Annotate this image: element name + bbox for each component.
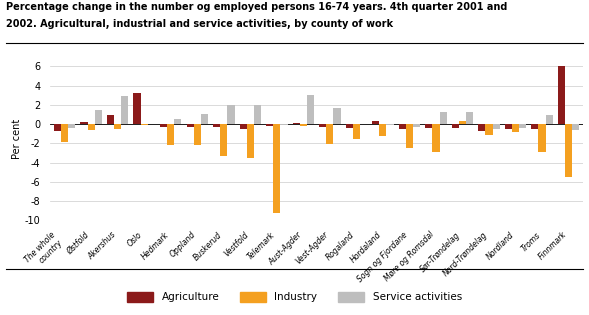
Bar (492, 124, 499, 129)
Bar (293, 123, 300, 124)
Bar (160, 124, 167, 127)
Bar (478, 124, 485, 131)
Bar (88, 124, 95, 130)
Bar (300, 124, 307, 126)
Bar (459, 121, 466, 124)
Bar (307, 95, 314, 124)
Bar (61, 124, 68, 142)
Bar (266, 124, 273, 126)
Bar (213, 124, 220, 127)
Bar (485, 124, 492, 135)
Bar (519, 124, 526, 128)
Text: Percentage change in the number og employed persons 16-74 years. 4th quarter 200: Percentage change in the number og emplo… (6, 2, 507, 12)
Bar (452, 124, 459, 128)
Bar (247, 124, 254, 158)
Bar (121, 96, 128, 124)
Bar (95, 110, 102, 124)
Bar (558, 66, 565, 124)
Bar (425, 124, 432, 128)
Bar (114, 124, 121, 129)
Bar (174, 119, 181, 124)
Bar (512, 124, 519, 132)
Bar (346, 124, 353, 128)
Legend: Agriculture, Industry, Service activities: Agriculture, Industry, Service activitie… (123, 288, 466, 306)
Bar (565, 124, 572, 177)
Bar (240, 124, 247, 129)
Bar (68, 124, 75, 128)
Bar (107, 115, 114, 124)
Bar (141, 124, 148, 125)
Bar (439, 112, 446, 124)
Bar (505, 124, 512, 129)
Bar (194, 124, 201, 145)
Bar (167, 124, 174, 145)
Bar (319, 124, 326, 127)
Bar (326, 124, 333, 144)
Bar (280, 124, 287, 125)
Bar (379, 124, 386, 136)
Bar (386, 124, 393, 125)
Bar (187, 124, 194, 127)
Text: 2002. Agricultural, industrial and service activities, by county of work: 2002. Agricultural, industrial and servi… (6, 19, 393, 29)
Bar (432, 124, 439, 152)
Bar (333, 108, 340, 124)
Bar (201, 113, 208, 124)
Bar (227, 105, 234, 124)
Bar (81, 122, 88, 124)
Y-axis label: Per cent: Per cent (12, 118, 22, 159)
Bar (254, 105, 261, 124)
Bar (220, 124, 227, 156)
Bar (413, 124, 420, 127)
Bar (399, 124, 406, 129)
Bar (134, 93, 141, 124)
Bar (406, 124, 413, 148)
Bar (372, 121, 379, 124)
Bar (572, 124, 579, 130)
Bar (545, 115, 552, 124)
Bar (538, 124, 545, 152)
Bar (54, 124, 61, 131)
Bar (353, 124, 360, 139)
Bar (273, 124, 280, 213)
Bar (531, 124, 538, 129)
Bar (466, 112, 473, 124)
